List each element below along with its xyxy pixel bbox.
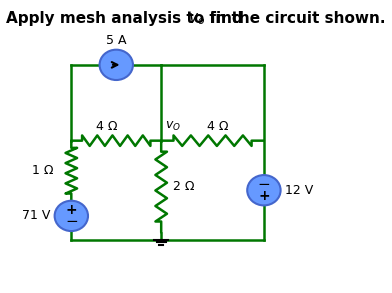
Text: 5 A: 5 A bbox=[106, 34, 127, 47]
Text: in the circuit shown.: in the circuit shown. bbox=[205, 11, 385, 26]
Text: $v_o$: $v_o$ bbox=[189, 11, 205, 27]
Text: 4 Ω: 4 Ω bbox=[96, 120, 117, 132]
Circle shape bbox=[100, 50, 133, 80]
Circle shape bbox=[54, 201, 88, 231]
Text: +: + bbox=[65, 203, 77, 217]
Text: −: − bbox=[258, 177, 270, 192]
Text: 1 Ω: 1 Ω bbox=[32, 164, 54, 177]
Text: 12 V: 12 V bbox=[285, 184, 313, 197]
Text: 71 V: 71 V bbox=[22, 209, 51, 222]
Text: 2 Ω: 2 Ω bbox=[173, 180, 195, 193]
Text: 4 Ω: 4 Ω bbox=[207, 120, 228, 132]
Text: $v_O$: $v_O$ bbox=[165, 120, 181, 132]
Text: +: + bbox=[258, 189, 270, 203]
Text: −: − bbox=[65, 214, 78, 229]
Circle shape bbox=[247, 175, 281, 205]
Text: Apply mesh analysis to find: Apply mesh analysis to find bbox=[5, 11, 247, 26]
